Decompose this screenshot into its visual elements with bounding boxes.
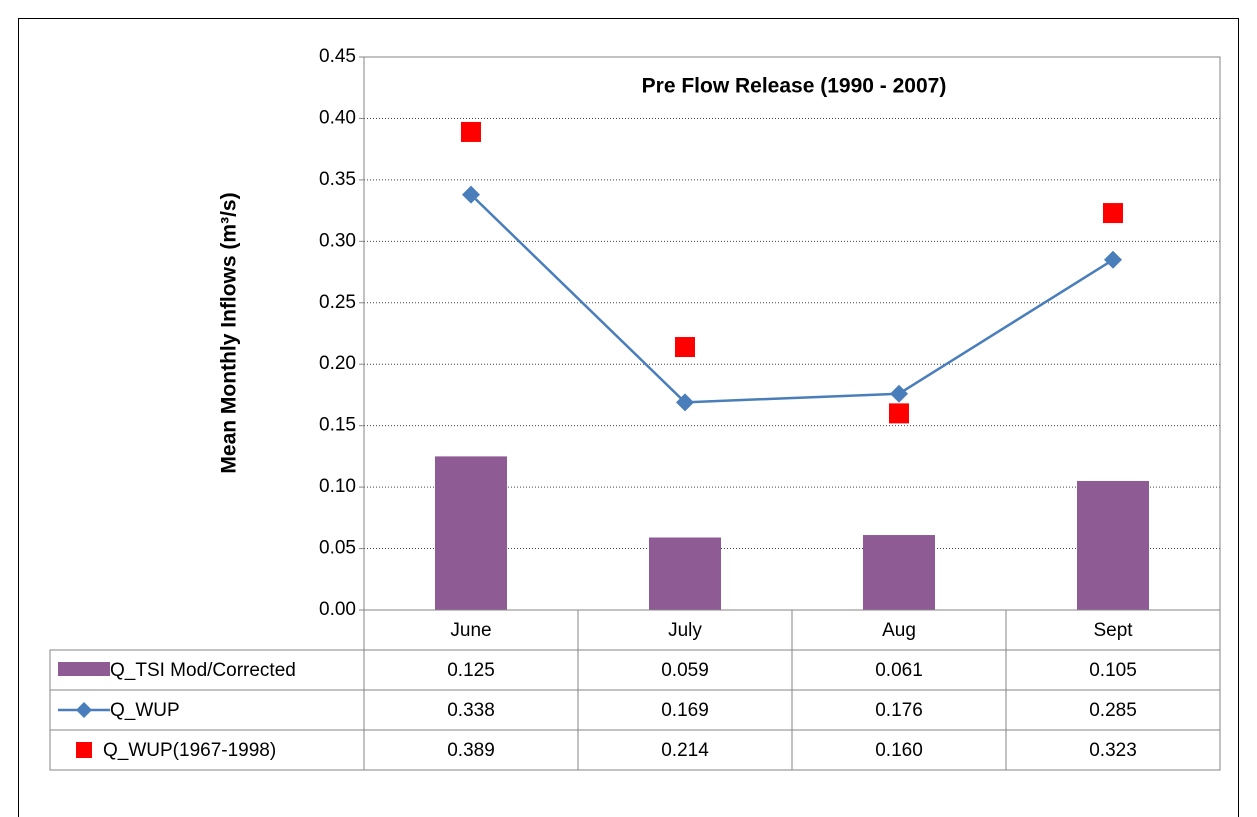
y-tick-label: 0.15	[319, 415, 356, 436]
bar	[649, 537, 721, 610]
legend-label: Q_TSI Mod/Corrected	[110, 660, 296, 681]
chart-title: Pre Flow Release (1990 - 2007)	[642, 75, 947, 98]
legend-label: Q_WUP	[110, 700, 180, 721]
line	[470, 193, 1114, 404]
table-value: 0.338	[447, 700, 495, 721]
legend-key	[58, 662, 110, 676]
y-tick-label: 0.05	[319, 538, 356, 559]
table-value: 0.160	[875, 740, 923, 761]
table-value: 0.061	[875, 660, 923, 681]
table-value: 0.214	[661, 740, 709, 761]
table-value: 0.105	[1089, 660, 1137, 681]
legend-key	[76, 702, 92, 718]
point	[675, 337, 695, 358]
y-tick-label: 0.40	[319, 107, 356, 128]
table-value: 0.125	[447, 660, 495, 681]
x-tick-label: Sept	[1093, 620, 1133, 641]
bar	[1077, 480, 1149, 610]
point	[461, 121, 481, 142]
table-value: 0.389	[447, 740, 495, 761]
y-tick-label: 0.20	[319, 353, 356, 374]
table-value: 0.323	[1089, 740, 1137, 761]
legend-label: Q_WUP(1967-1998)	[103, 740, 276, 761]
x-tick-label: June	[450, 620, 491, 641]
table-value: 0.059	[661, 660, 709, 681]
table-value: 0.176	[875, 700, 923, 721]
y-tick-label: 0.10	[319, 476, 356, 497]
table-value: 0.169	[661, 700, 709, 721]
x-tick-label: Aug	[882, 620, 916, 641]
line-marker	[676, 393, 694, 412]
y-tick-label: 0.30	[319, 230, 356, 251]
table-value: 0.285	[1089, 700, 1137, 721]
point	[889, 403, 909, 424]
point	[1103, 203, 1123, 224]
legend-key	[76, 742, 92, 758]
table-cell	[1005, 729, 1221, 771]
line-marker	[890, 384, 908, 403]
x-tick-label: July	[668, 620, 702, 641]
bar	[435, 456, 507, 610]
line-marker	[462, 185, 480, 204]
y-tick-label: 0.35	[319, 169, 356, 190]
line-marker	[1104, 250, 1122, 269]
bar	[863, 535, 935, 610]
y-tick-label: 0.25	[319, 292, 356, 313]
y-tick-label: 0.00	[319, 599, 356, 620]
chart-border	[18, 18, 1239, 817]
y-tick-label: 0.45	[319, 46, 356, 67]
y-axis-label: Mean Monthly Inflows (m³/s)	[218, 192, 241, 473]
